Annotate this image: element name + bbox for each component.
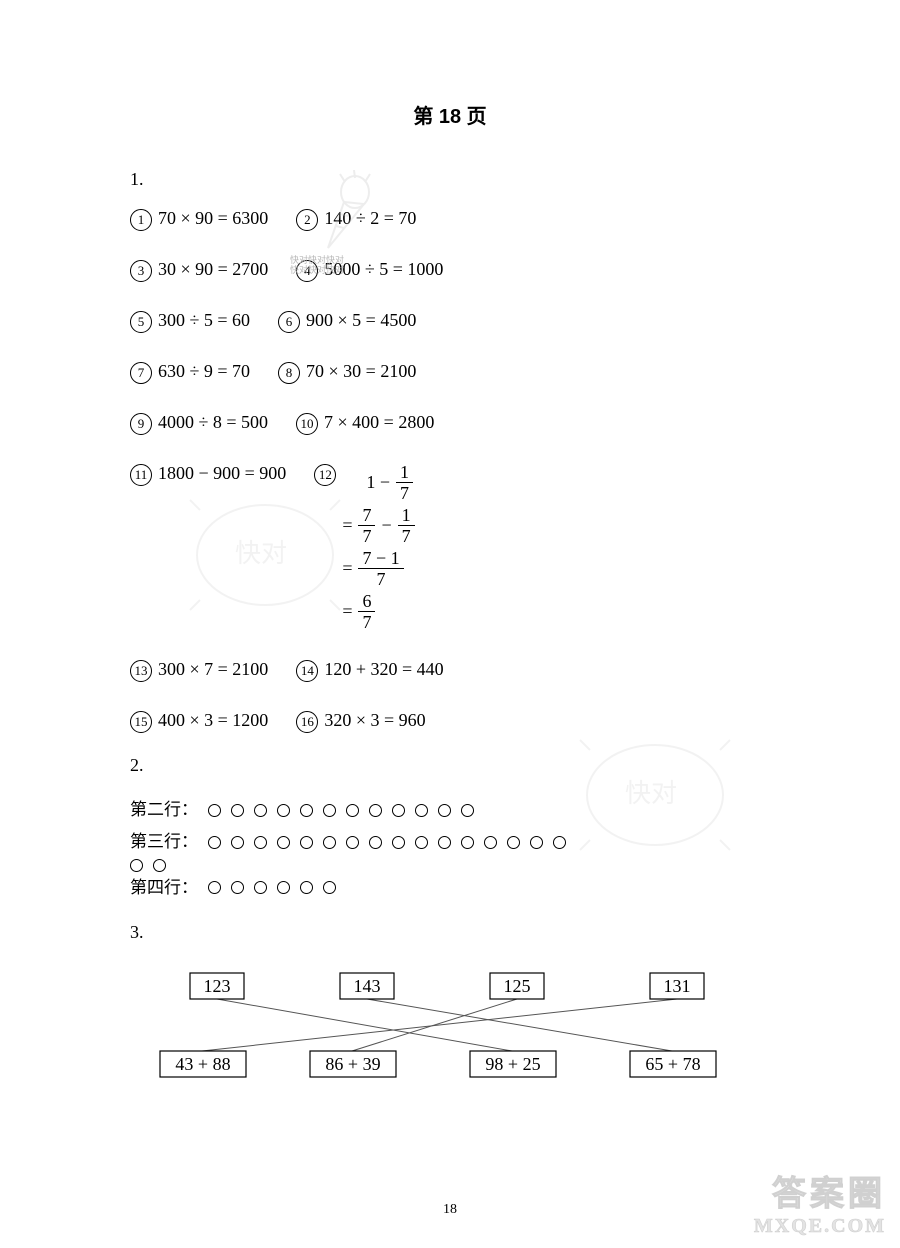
open-circle-icon	[277, 881, 290, 894]
q3-box: 123	[190, 973, 244, 999]
open-circle-icon	[231, 836, 244, 849]
q1-item: 12 1 − 17 = 77 − 17 = 7 − 17	[314, 463, 414, 631]
q2-row-label: 第四行：	[130, 872, 198, 904]
q3-box: 43 + 88	[160, 1051, 246, 1077]
q2-row-label: 第三行：	[130, 826, 198, 858]
q1-item: 870 × 30 = 2100	[278, 361, 416, 384]
q1-content: 170 × 90 = 6300 2140 ÷ 2 = 70 330 × 90 =…	[130, 208, 770, 733]
q3-box: 125	[490, 973, 544, 999]
q3-box: 98 + 25	[470, 1051, 556, 1077]
open-circle-icon	[254, 804, 267, 817]
open-circle-icon	[208, 881, 221, 894]
open-circle-icon	[153, 859, 166, 872]
svg-text:131: 131	[664, 976, 691, 996]
open-circle-icon	[130, 859, 143, 872]
svg-text:43 + 88: 43 + 88	[175, 1054, 230, 1074]
open-circle-icon	[277, 804, 290, 817]
open-circle-icon	[323, 881, 336, 894]
page-title: 第 18 页	[130, 100, 770, 129]
open-circle-icon	[415, 804, 428, 817]
open-circle-icon	[231, 881, 244, 894]
svg-text:98 + 25: 98 + 25	[485, 1054, 540, 1074]
q2-circles	[130, 859, 166, 872]
q2-row	[130, 859, 770, 872]
q1-item: 2140 ÷ 2 = 70	[296, 208, 416, 231]
open-circle-icon	[254, 836, 267, 849]
q1-label: 1.	[130, 169, 770, 190]
q3-box: 65 + 78	[630, 1051, 716, 1077]
open-circle-icon	[415, 836, 428, 849]
q1-item: 16320 × 3 = 960	[296, 710, 425, 733]
open-circle-icon	[507, 836, 520, 849]
q2-row: 第二行：	[130, 794, 770, 826]
open-circle-icon	[323, 804, 336, 817]
open-circle-icon	[461, 836, 474, 849]
q1-item: 5300 ÷ 5 = 60	[130, 310, 250, 333]
q1-item: 45000 ÷ 5 = 1000	[296, 259, 443, 282]
open-circle-icon	[392, 836, 405, 849]
q1-item: 170 × 90 = 6300	[130, 208, 268, 231]
svg-text:123: 123	[204, 976, 231, 996]
q1-item: 15400 × 3 = 1200	[130, 710, 268, 733]
q1-item: 330 × 90 = 2700	[130, 259, 268, 282]
open-circle-icon	[553, 836, 566, 849]
q1-fraction-work: 1 − 17 = 77 − 17 = 7 − 17 = 67	[342, 463, 414, 631]
open-circle-icon	[300, 836, 313, 849]
open-circle-icon	[438, 804, 451, 817]
open-circle-icon	[346, 836, 359, 849]
q1-item: 7630 ÷ 9 = 70	[130, 361, 250, 384]
open-circle-icon	[369, 804, 382, 817]
svg-text:143: 143	[354, 976, 381, 996]
open-circle-icon	[484, 836, 497, 849]
q3-connection-line	[352, 999, 517, 1051]
open-circle-icon	[254, 881, 267, 894]
q1-item: 107 × 400 = 2800	[296, 412, 434, 435]
open-circle-icon	[231, 804, 244, 817]
open-circle-icon	[277, 836, 290, 849]
svg-text:65 + 78: 65 + 78	[645, 1054, 700, 1074]
q2-circles	[208, 804, 474, 817]
open-circle-icon	[323, 836, 336, 849]
open-circle-icon	[346, 804, 359, 817]
q2-row: 第三行：	[130, 826, 770, 858]
page-footer: 18	[0, 1202, 900, 1218]
q1-item: 14120 + 320 = 440	[296, 659, 443, 682]
open-circle-icon	[300, 881, 313, 894]
q1-item: 94000 ÷ 8 = 500	[130, 412, 268, 435]
q3-matching-diagram: 123 143 125 131 43 + 88 86 + 39 98 + 25 65 + 78	[130, 967, 770, 1087]
svg-text:125: 125	[504, 976, 531, 996]
open-circle-icon	[369, 836, 382, 849]
open-circle-icon	[438, 836, 451, 849]
q2-row-label: 第二行：	[130, 794, 198, 826]
open-circle-icon	[208, 836, 221, 849]
q3-connection-line	[217, 999, 512, 1051]
q2-circles	[208, 881, 336, 894]
q1-item: 111800 − 900 = 900	[130, 463, 286, 486]
q3-box: 86 + 39	[310, 1051, 396, 1077]
open-circle-icon	[392, 804, 405, 817]
q3-label: 3.	[130, 922, 770, 943]
q2-label: 2.	[130, 755, 770, 776]
q3-box: 131	[650, 973, 704, 999]
q2-row: 第四行：	[130, 872, 770, 904]
q3-box: 143	[340, 973, 394, 999]
open-circle-icon	[300, 804, 313, 817]
open-circle-icon	[530, 836, 543, 849]
open-circle-icon	[461, 804, 474, 817]
q1-item: 6900 × 5 = 4500	[278, 310, 416, 333]
svg-text:86 + 39: 86 + 39	[325, 1054, 380, 1074]
q3-connection-line	[367, 999, 672, 1051]
q3-connection-line	[202, 999, 677, 1051]
q1-item: 13300 × 7 = 2100	[130, 659, 268, 682]
q2-circles	[208, 836, 566, 849]
q2-content: 第二行：第三行： 第四行：	[130, 794, 770, 904]
open-circle-icon	[208, 804, 221, 817]
